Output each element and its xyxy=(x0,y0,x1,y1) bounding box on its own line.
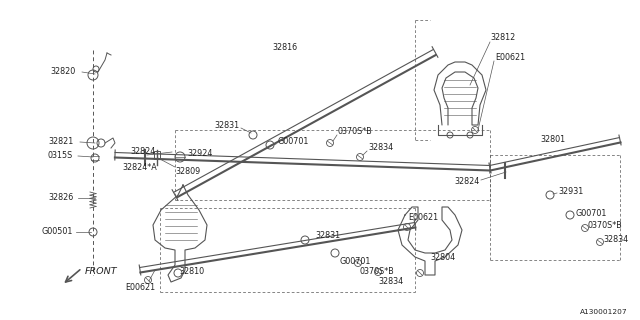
Text: G00501: G00501 xyxy=(42,228,74,236)
Text: 32831: 32831 xyxy=(215,122,240,131)
Text: A130001207: A130001207 xyxy=(580,309,628,315)
Text: 32824: 32824 xyxy=(130,148,156,156)
Text: 32834: 32834 xyxy=(368,143,393,153)
Text: 32831: 32831 xyxy=(315,230,340,239)
Text: 0370S*B: 0370S*B xyxy=(360,268,395,276)
Text: E00621: E00621 xyxy=(495,53,525,62)
Text: G00701: G00701 xyxy=(575,209,606,218)
Text: 32812: 32812 xyxy=(490,34,515,43)
Text: 32824: 32824 xyxy=(455,178,480,187)
Text: G00701: G00701 xyxy=(340,258,371,267)
Text: 0315S: 0315S xyxy=(48,151,73,161)
Text: 32931: 32931 xyxy=(558,188,583,196)
Text: 0370S*B: 0370S*B xyxy=(588,220,623,229)
Text: 32824*A: 32824*A xyxy=(122,163,157,172)
Text: 32804: 32804 xyxy=(430,253,455,262)
Text: 0370S*B: 0370S*B xyxy=(338,127,372,137)
Text: 32816: 32816 xyxy=(273,44,298,52)
Text: FRONT: FRONT xyxy=(85,268,118,276)
Text: 32834: 32834 xyxy=(378,277,403,286)
Text: G00701: G00701 xyxy=(278,137,309,146)
Bar xyxy=(154,151,160,159)
Text: 32810: 32810 xyxy=(179,268,205,276)
Text: 32820: 32820 xyxy=(50,68,76,76)
Text: 32821: 32821 xyxy=(48,138,73,147)
Text: 32924: 32924 xyxy=(187,148,212,157)
Text: E00621: E00621 xyxy=(408,213,438,222)
Text: 32801: 32801 xyxy=(540,135,565,145)
Text: 32826: 32826 xyxy=(48,194,73,203)
Text: 32834: 32834 xyxy=(603,236,628,244)
Text: E00621: E00621 xyxy=(125,284,155,292)
Text: 32809: 32809 xyxy=(175,166,200,175)
